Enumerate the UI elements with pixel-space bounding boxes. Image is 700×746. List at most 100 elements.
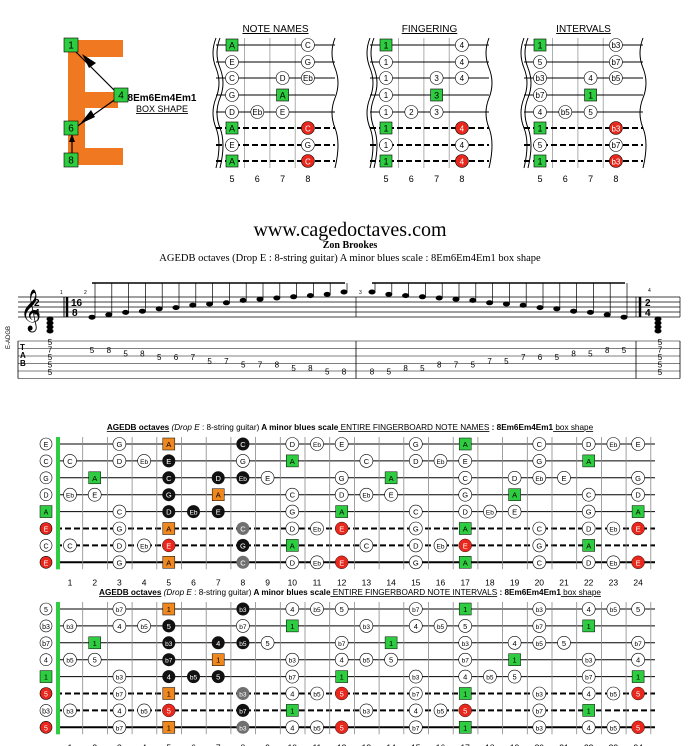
- note-marker: [310, 686, 324, 701]
- note-label: b7: [412, 607, 420, 614]
- note-marker: [334, 652, 349, 667]
- chord-note-head: [46, 324, 54, 330]
- note-label: C: [537, 440, 543, 449]
- note-label: 4: [414, 622, 418, 631]
- note-label: 4: [414, 706, 418, 715]
- fret-number: 6: [563, 174, 568, 184]
- note-marker: [112, 669, 127, 684]
- marker-label-4: 4: [118, 91, 124, 102]
- tab-chord-number: 5: [658, 368, 663, 377]
- root-marker: [458, 602, 472, 616]
- note-marker: [408, 703, 423, 718]
- note-label: b7: [239, 708, 247, 715]
- note-label: 1: [384, 74, 389, 83]
- tab-fret-number: 8: [437, 360, 442, 369]
- note-label: C: [462, 474, 468, 483]
- note-marker: [631, 652, 645, 667]
- note-label: b7: [462, 658, 470, 665]
- note-label: 3: [434, 91, 439, 101]
- note-label: 1: [340, 673, 344, 682]
- note-label: G: [413, 558, 419, 567]
- fifth-marker: [631, 555, 645, 570]
- note-label: A: [290, 457, 295, 466]
- tab-fret-number: 5: [157, 353, 162, 362]
- box-note-marker: [162, 454, 176, 468]
- note-label: A: [229, 124, 235, 134]
- note-label: E: [216, 508, 221, 517]
- note-label: 4: [636, 656, 640, 665]
- tab-fret-number: 7: [258, 360, 263, 369]
- note-root-marker: [379, 154, 393, 168]
- note-marker: [581, 686, 596, 701]
- note-marker: [87, 487, 102, 502]
- note-label: G: [413, 440, 419, 449]
- note-marker: [408, 454, 423, 468]
- note-label: 2: [409, 108, 414, 117]
- note-marker: [310, 602, 324, 616]
- tab-fret-number: 5: [622, 346, 627, 355]
- note-label: 5: [266, 639, 270, 648]
- note-root-marker: [379, 38, 393, 52]
- note-marker: [63, 652, 77, 667]
- note-root-marker: [225, 38, 239, 52]
- note-label: C: [305, 125, 311, 134]
- fret-number: 12: [337, 577, 347, 587]
- note-marker: [359, 619, 374, 633]
- open-note-marker: [39, 619, 53, 633]
- fifth-marker: [458, 538, 472, 553]
- note-label: b3: [611, 41, 620, 50]
- note-label: b5: [140, 624, 148, 631]
- fret-number: 7: [280, 174, 285, 184]
- note-marker: [533, 105, 547, 119]
- box-root-marker: [162, 602, 176, 616]
- note-label: 5: [340, 605, 344, 614]
- note-head: [105, 312, 113, 318]
- note-label: b3: [165, 641, 173, 648]
- tab-fret-number: 8: [107, 346, 112, 355]
- note-label: G: [240, 457, 246, 466]
- note-marker: [581, 521, 596, 536]
- note-label: Eb: [437, 543, 445, 550]
- note-marker: [532, 686, 547, 701]
- note-marker: [581, 669, 596, 684]
- note-head: [206, 301, 214, 307]
- note-label: E: [265, 474, 270, 483]
- open-note-label: D: [43, 493, 48, 500]
- note-label: A: [166, 525, 171, 534]
- note-marker: [458, 454, 473, 468]
- tab-chord-number: 7: [48, 346, 53, 355]
- fret-number: 14: [386, 577, 396, 587]
- note-marker: [483, 504, 497, 519]
- tab-fret-number: 5: [90, 346, 95, 355]
- shape-subtitle: BOX SHAPE: [136, 104, 188, 114]
- note-label: D: [166, 508, 172, 517]
- note-label: b3: [363, 624, 371, 631]
- root-marker: [458, 437, 472, 451]
- note-marker: [408, 602, 423, 616]
- note-label: A: [339, 508, 344, 517]
- note-label: 4: [460, 58, 465, 67]
- box-note-marker: [162, 653, 176, 667]
- chord-note-head: [46, 328, 54, 334]
- note-marker: [112, 602, 127, 616]
- note-marker: [301, 38, 315, 52]
- fret-number: 7: [216, 577, 221, 587]
- note-marker: [359, 454, 374, 468]
- time-sig-a-top: 2: [34, 298, 40, 309]
- note-marker: [285, 504, 300, 519]
- note-head: [620, 314, 628, 320]
- note-marker: [533, 138, 547, 152]
- note-marker: [112, 521, 127, 536]
- note-marker: [507, 504, 522, 519]
- note-label: C: [586, 491, 592, 500]
- site-url[interactable]: www.cagedoctaves.com: [253, 219, 447, 241]
- note-marker: [310, 521, 324, 536]
- note-label: 5: [216, 673, 220, 682]
- marker-label-1: 1: [68, 41, 74, 52]
- note-label: C: [537, 525, 543, 534]
- note-marker: [379, 71, 393, 85]
- fret-number: 10: [288, 742, 298, 746]
- note-label: b5: [239, 641, 247, 648]
- note-label: 4: [587, 723, 591, 732]
